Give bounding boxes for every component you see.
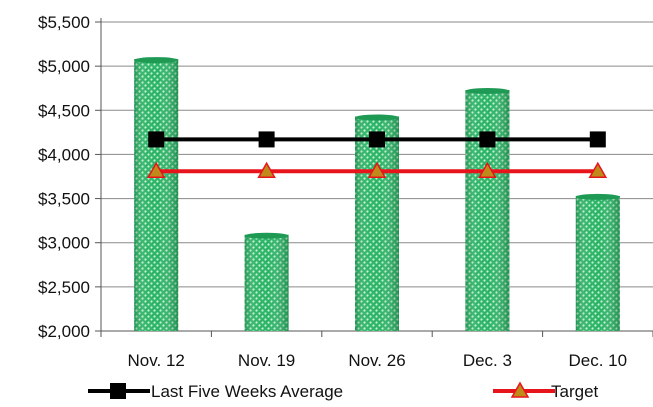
y-axis-tick-label: $4,000: [38, 145, 90, 164]
bar-top: [355, 114, 399, 121]
bar-shading: [465, 89, 510, 331]
legend-target-marker: [510, 381, 530, 398]
target-marker: [367, 161, 387, 178]
x-axis-tick-label: Nov. 26: [348, 351, 405, 370]
legend: Last Five Weeks Average Target: [88, 381, 599, 401]
bar-shading: [134, 59, 179, 332]
bar-top: [134, 57, 179, 64]
bar-top: [575, 193, 620, 200]
target-marker: [146, 161, 166, 178]
y-axis-tick-label: $5,000: [38, 57, 90, 76]
y-axis-tick-label: $4,500: [38, 101, 90, 120]
bar-series: [134, 57, 620, 332]
average-marker: [589, 131, 606, 148]
x-axis-tick-label: Dec. 3: [463, 351, 512, 370]
legend-average-label: Last Five Weeks Average: [151, 382, 343, 401]
y-axis-tick-label: $2,000: [38, 322, 90, 341]
y-axis-tick-label: $5,500: [38, 13, 90, 32]
bar-top: [244, 232, 289, 239]
x-axis-tick-label: Dec. 10: [569, 351, 628, 370]
y-axis-tick-label: $3,500: [38, 190, 90, 209]
average-marker: [258, 131, 275, 148]
bar-top: [465, 87, 510, 94]
legend-average-marker: [110, 383, 126, 399]
bar-shading: [575, 195, 620, 331]
average-marker: [479, 131, 496, 148]
y-axis-tick-labels: $2,000 $2,500 $3,000 $3,500 $4,000 $4,500 $5,0…: [38, 13, 90, 341]
average-marker: [369, 131, 385, 148]
y-axis-tick-label: $2,500: [38, 278, 90, 297]
bar-shading: [355, 116, 399, 331]
bar-shading: [244, 234, 289, 331]
line-series: [146, 131, 608, 178]
x-axis-tick-labels: Nov. 12 Nov. 19 Nov. 26 Dec. 3 Dec. 10: [128, 351, 628, 370]
x-axis-tick-label: Nov. 19: [238, 351, 295, 370]
target-marker: [588, 161, 608, 178]
x-axis-tick-label: Nov. 12: [128, 351, 185, 370]
target-marker: [257, 161, 276, 178]
y-axis-tick-label: $3,000: [38, 234, 90, 253]
average-marker: [148, 131, 165, 148]
target-marker: [478, 161, 497, 178]
legend-target-label: Target: [551, 382, 599, 401]
